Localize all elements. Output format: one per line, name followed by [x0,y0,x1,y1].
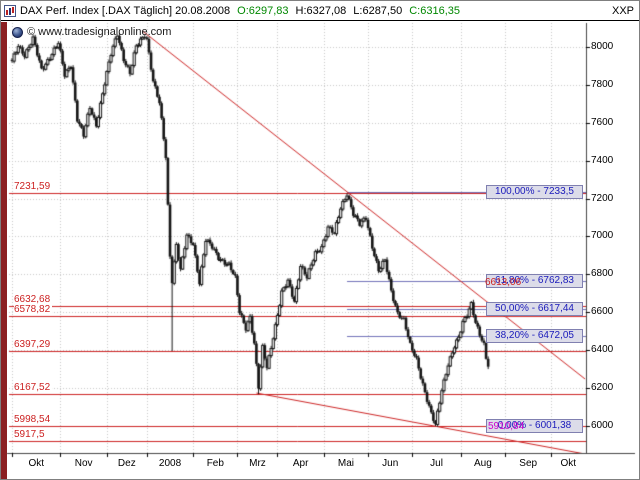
chart-title-bar[interactable]: DAX Perf. Index [.DAX Täglich] 20.08.200… [1,1,639,21]
quote-open: O:6297,83 [237,4,289,17]
watermark: © www.tradesignalonline.com [12,26,171,38]
watermark-text: © www.tradesignalonline.com [27,26,172,38]
quote-close: C:6316,35 [409,4,460,17]
quote-high: H:6327,08 [295,4,347,17]
quote-low: L:6287,50 [353,4,403,17]
globe-icon [12,26,23,38]
chart-title: DAX Perf. Index [.DAX Täglich] 20.08.200… [20,4,231,17]
left-edge-strip [1,22,7,479]
corner-label[interactable]: XXP [611,4,634,17]
chart-icon [4,4,16,17]
